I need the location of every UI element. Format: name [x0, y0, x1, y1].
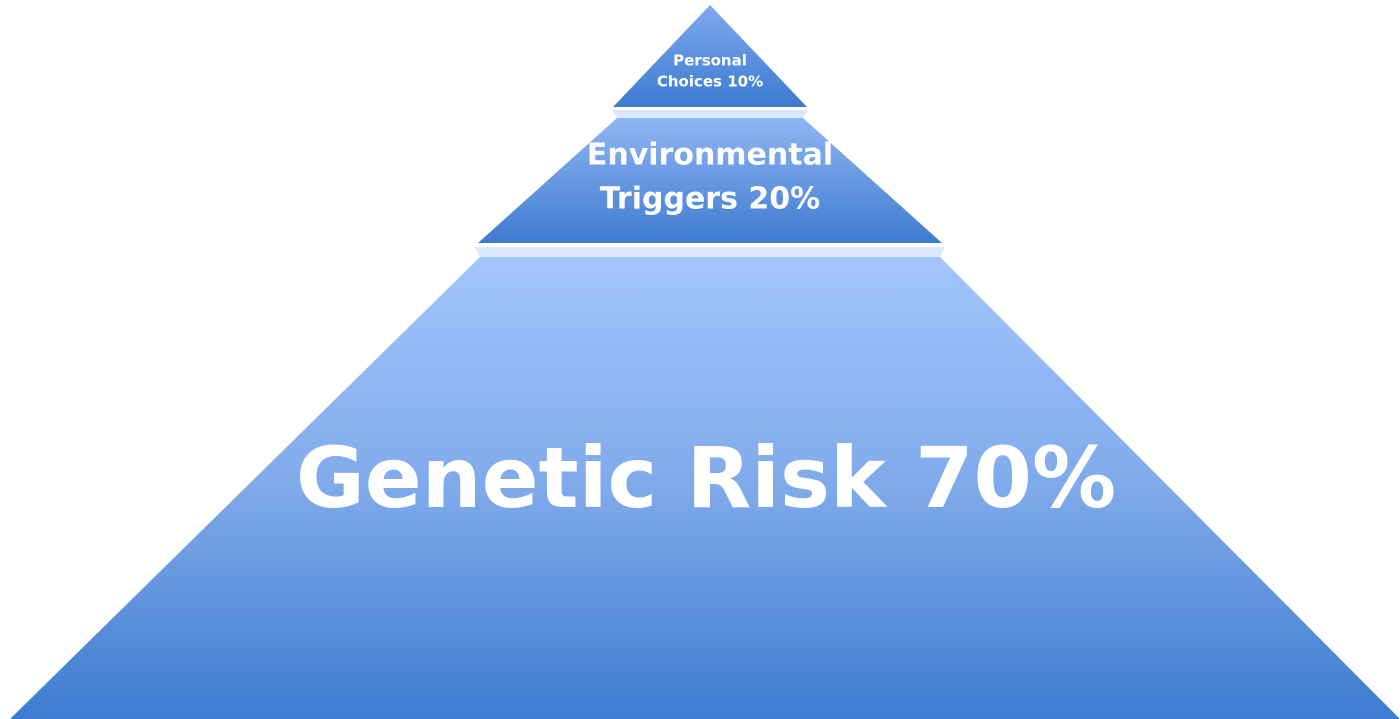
- middle-tier: [478, 118, 942, 243]
- layer-label: Choices 10%: [657, 73, 763, 91]
- bottom-tier: [10, 257, 1400, 719]
- tier-highlight: [475, 247, 945, 257]
- tier-highlight: [612, 110, 808, 118]
- layer-label: Personal: [673, 52, 747, 70]
- top-tier: [613, 5, 807, 107]
- layer-label: Environmental: [587, 138, 833, 173]
- layer-label: Genetic Risk 70%: [296, 429, 1116, 527]
- layer-label: Triggers 20%: [600, 182, 820, 217]
